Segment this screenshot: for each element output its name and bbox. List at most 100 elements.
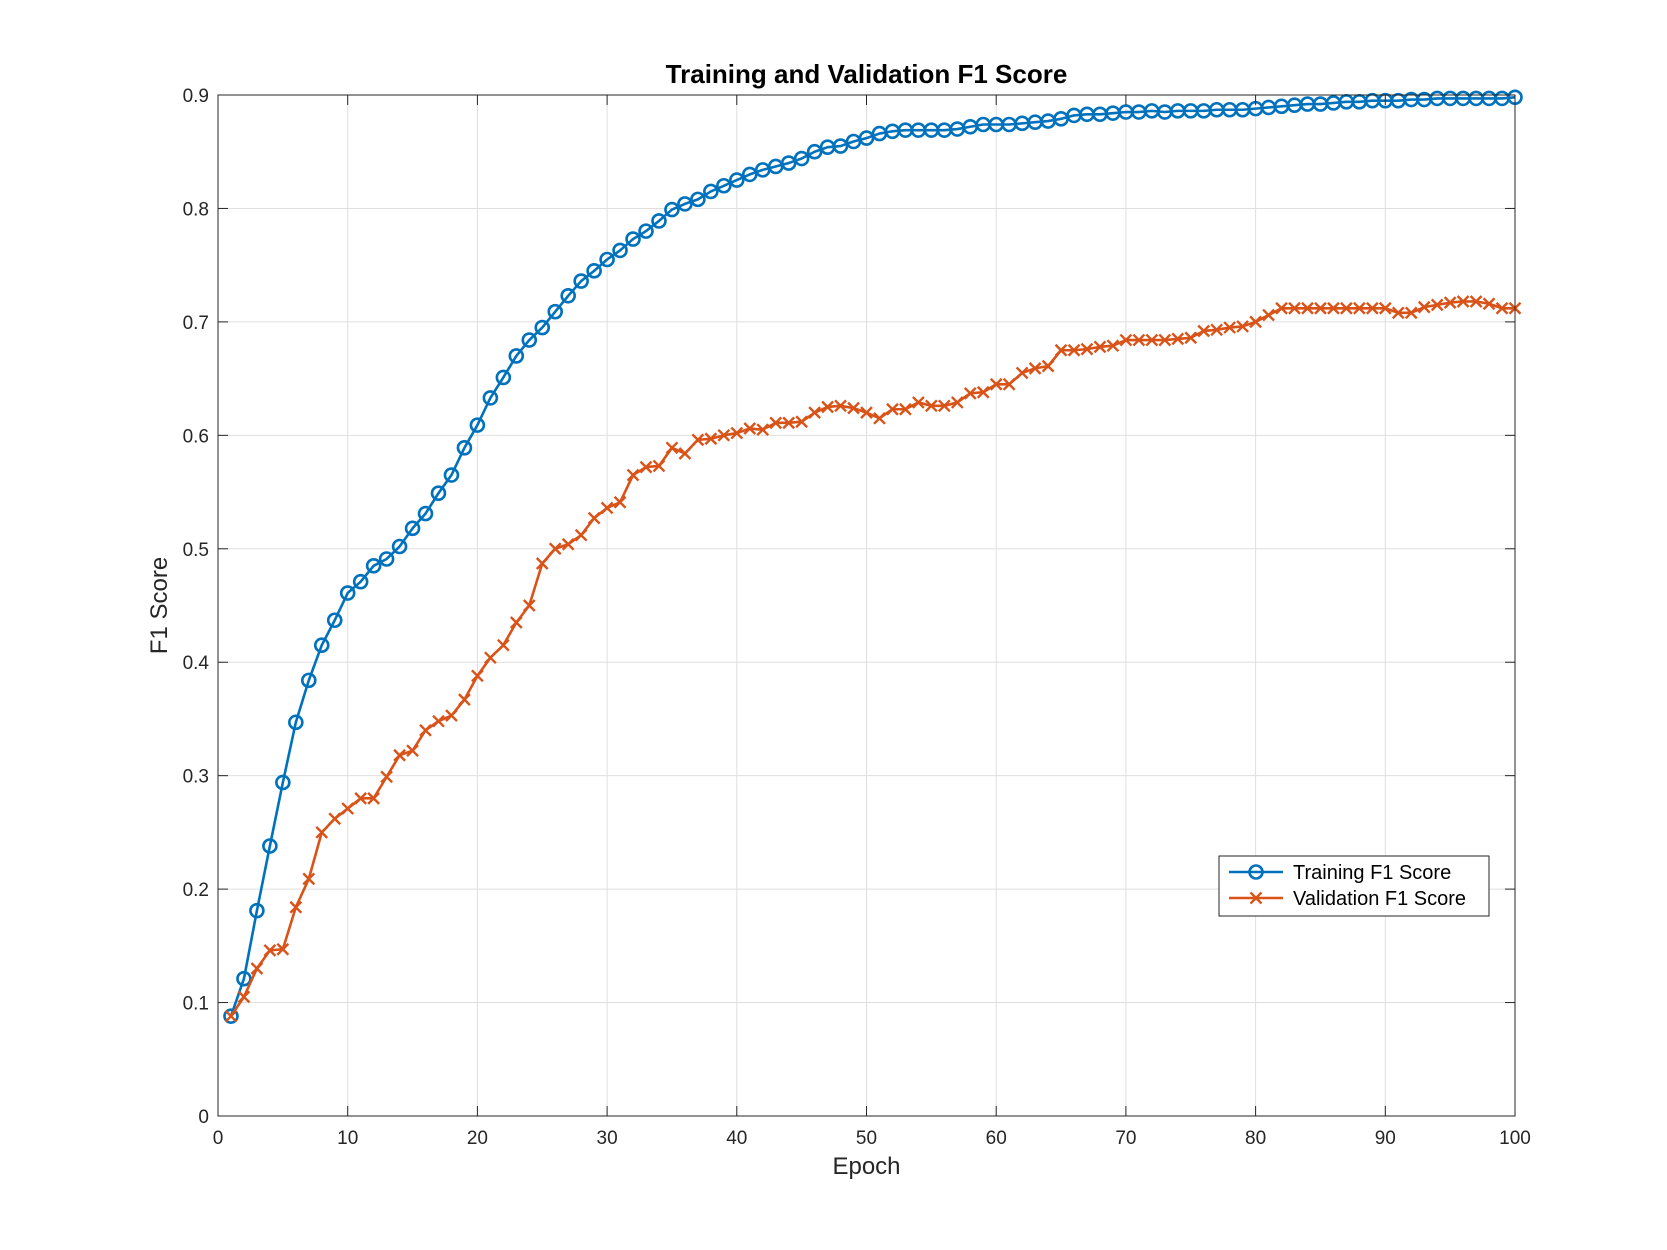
y-tick-label: 0.7 [183,313,209,334]
data-point [717,428,731,442]
data-point [1132,333,1146,347]
grid-lines [218,95,1515,1116]
data-point [1417,300,1431,314]
data-point [626,468,640,482]
y-tick-label: 0.4 [183,653,210,674]
series-line [229,300,1515,1017]
data-point [547,303,564,320]
data-point [1158,333,1172,347]
data-point [561,537,575,551]
data-point [860,406,873,419]
data-point [1171,332,1185,346]
data-point [289,900,303,914]
data-point [847,401,860,415]
y-tick-label: 0.5 [183,540,209,561]
data-point [548,542,562,556]
legend-entries: Training F1 Score Validation F1 Score [1229,862,1466,910]
data-point [1002,377,1016,391]
data-point [573,273,589,289]
data-point [236,970,252,987]
legend-label: Training F1 Score [1293,862,1451,884]
data-point [560,287,576,304]
data-point [522,599,536,612]
data-point [728,172,745,188]
data-point [313,637,330,654]
data-point [365,557,382,574]
data-point [1404,306,1418,320]
data-point [793,150,810,167]
data-point [262,838,278,854]
x-tick-label: 80 [1245,1128,1266,1149]
data-point [419,723,432,737]
data-point [806,143,823,160]
data-point [664,201,680,218]
data-point [250,962,264,975]
data-point [1430,298,1444,312]
data-point [1262,308,1275,322]
data-point [496,638,510,652]
data-point [417,505,434,522]
data-point [288,714,304,731]
data-point [237,990,251,1004]
data-point [613,495,627,509]
y-tick-label: 0.2 [183,880,209,901]
data-point [445,709,458,722]
legend: Training F1 Score Validation F1 Score [1218,855,1490,917]
data-point [780,155,797,171]
y-axis-label: F1 Score [146,557,173,654]
data-point [1249,315,1262,329]
data-point [1314,301,1327,315]
data-point [756,423,770,437]
data-point [534,319,551,336]
x-tick-label: 50 [856,1128,877,1149]
data-point [690,191,706,208]
data-point [430,485,447,501]
data-point [1041,359,1055,373]
data-point [832,138,849,154]
data-point [1145,333,1159,347]
data-point [275,774,291,791]
data-point [963,387,977,400]
data-point [1482,297,1496,311]
data-point [1184,331,1198,345]
data-point [263,944,277,957]
data-point [1054,343,1068,357]
x-tick-label: 30 [597,1128,618,1149]
data-point [574,528,588,542]
data-point [458,693,471,707]
data-point [899,402,912,416]
data-point [1327,301,1340,315]
data-point [858,130,875,146]
data-point [600,501,614,515]
data-point [769,416,783,430]
data-point [535,557,549,570]
data-point [1469,295,1483,308]
data-point [482,390,499,406]
data-point [795,415,808,429]
data-point [1119,333,1133,347]
data-point [730,426,744,440]
data-point [276,942,290,956]
y-tick-label: 0.6 [183,426,209,447]
series-layer [223,89,1523,1024]
data-point [691,433,705,447]
data-point [380,770,393,784]
data-point [808,406,821,419]
data-point [509,616,523,629]
data-point [1093,340,1107,354]
y-tick-label: 0.1 [183,994,209,1015]
chart-title: Training and Validation F1 Score [666,59,1068,89]
data-point [326,612,343,629]
data-point [469,417,486,433]
data-point [391,538,408,555]
x-axis-label: Epoch [832,1153,900,1180]
data-point [249,902,265,919]
legend-swatch-marker [1248,864,1264,880]
data-point [495,369,512,386]
data-point [1015,366,1029,380]
data-point [341,802,355,815]
data-point [1495,301,1509,315]
data-point [432,714,445,728]
data-point [1275,301,1288,315]
legend-entry: Validation F1 Score [1229,888,1466,910]
